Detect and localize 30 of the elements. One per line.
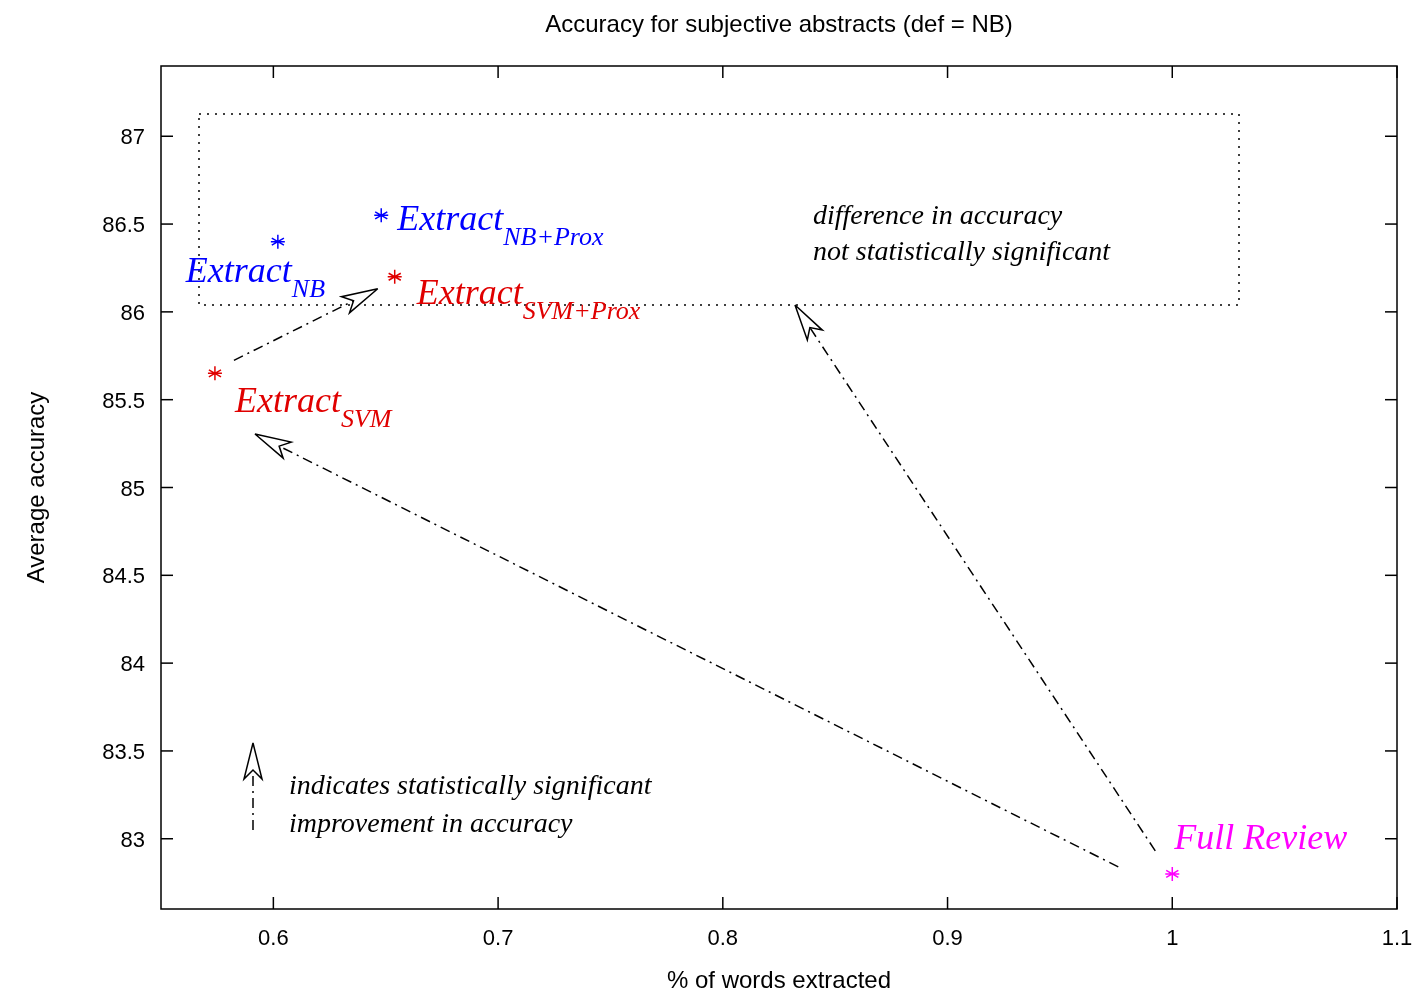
chart-title: Accuracy for subjective abstracts (def = NB) [545, 10, 1013, 37]
point [386, 269, 403, 285]
series-label: Extract$_{NB}$ [184, 249, 326, 303]
annotation: difference in accuracy not statistically significant [813, 199, 1112, 266]
x-tick-label: 1 [1166, 925, 1179, 950]
x-tick-label: 0.9 [932, 925, 963, 950]
y-tick-label: 86 [120, 299, 145, 325]
y-tick-label: 84 [120, 651, 145, 677]
y-tick-label: 83.5 [102, 738, 145, 764]
point [270, 233, 286, 250]
point [373, 207, 389, 224]
x-tick-label: 0.8 [707, 925, 739, 950]
y-tick-label: 84.5 [102, 563, 145, 589]
y-tick-label: 85 [120, 475, 145, 501]
series-label: Full Review [1173, 816, 1348, 857]
x-tick-label: 0.6 [258, 925, 289, 950]
point [207, 365, 223, 382]
y-axis-title: Average accuracy [22, 391, 49, 584]
y-tick-label: 83 [120, 826, 145, 852]
series-label: Extract$_{SVM}$ [233, 380, 393, 433]
x-axis-title: % of words extracted [666, 966, 892, 993]
annotation: indicates statistically significant improvement in accuracy [289, 769, 653, 838]
x-tick-label: 1.1 [1381, 925, 1413, 950]
series-label: Extract$_{NB+Prox}$ [396, 198, 605, 251]
series-label: Extract$_{SVM+Prox}$ [415, 271, 641, 325]
y-tick-label: 87 [120, 124, 145, 150]
point [1164, 866, 1181, 882]
y-tick-label: 86.5 [102, 212, 145, 238]
y-tick-label: 85.5 [102, 387, 145, 413]
x-tick-label: 0.7 [482, 925, 514, 950]
